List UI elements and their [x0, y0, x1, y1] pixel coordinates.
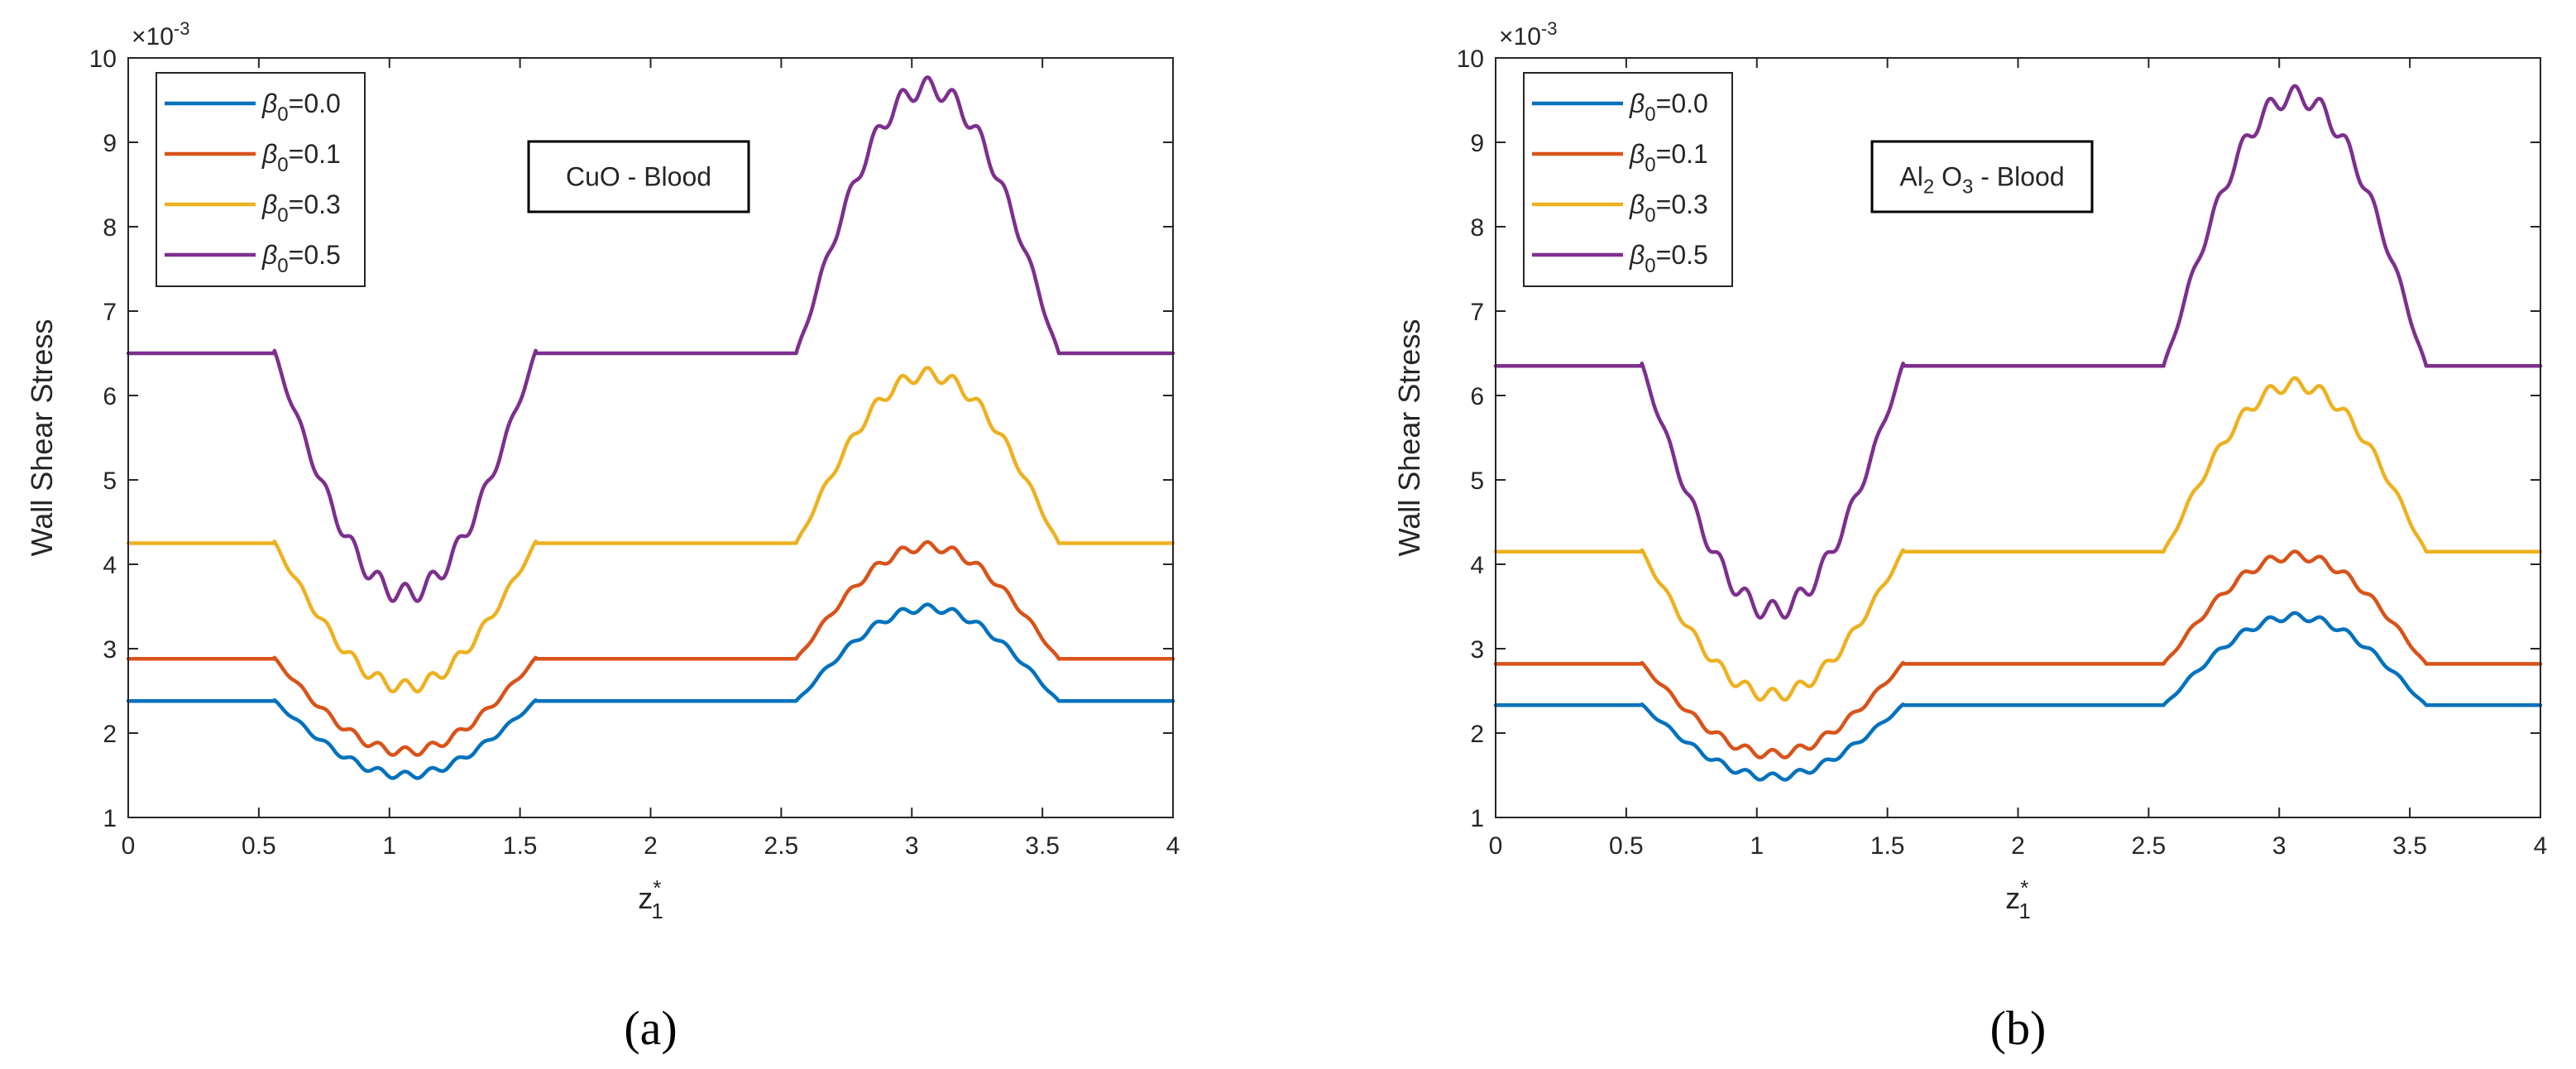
- x-tick-label: 0.5: [1609, 832, 1644, 860]
- series-line-1: [126, 539, 1175, 757]
- legend-label-2: β0=0.3: [261, 189, 341, 227]
- y-tick-label: 2: [1470, 721, 1484, 748]
- legend-label-1: β0=0.1: [1629, 139, 1708, 176]
- y-tick-label: 8: [1470, 214, 1484, 242]
- legend-label-3: β0=0.5: [261, 240, 341, 277]
- x-tick-label: 1: [1750, 832, 1764, 860]
- panel-b: 0 0.5 1 1.5 2 2.5 3 3.5 4 1 2 3 4 5 6 7 8 9 10 ×10-3 Wall …: [1392, 18, 2547, 1055]
- y-exponent-label: ×10-3: [1499, 18, 1557, 50]
- legend: β0=0.0 β0=0.1 β0=0.3 β0=0.5: [1523, 72, 1733, 287]
- legend-label-0: β0=0.0: [1629, 89, 1708, 126]
- axes-box: [1495, 57, 2541, 818]
- legend-box: [156, 72, 366, 287]
- legend: β0=0.0 β0=0.1 β0=0.3 β0=0.5: [156, 72, 366, 287]
- y-exponent-label: ×10-3: [132, 18, 189, 50]
- series-line-0: [1493, 611, 2543, 782]
- y-tick-label: 5: [1470, 467, 1484, 495]
- annotation-box: CuO - Blood: [527, 140, 750, 213]
- x-tick-label: 1: [382, 832, 396, 860]
- series-line-2: [126, 366, 1175, 694]
- x-tick-label: 3.5: [2392, 832, 2427, 860]
- x-tick-label: 2.5: [764, 832, 799, 860]
- x-tick-label: 0: [122, 832, 136, 860]
- y-tick-label: 8: [103, 214, 117, 242]
- y-tick-label: 4: [103, 552, 117, 579]
- annotation-border: [527, 140, 750, 213]
- x-tick-label: 3: [905, 832, 919, 860]
- x-tick-label: 0.5: [242, 832, 276, 860]
- legend-label-2: β0=0.3: [1629, 189, 1708, 227]
- x-tick-label: 3: [2272, 832, 2286, 860]
- legend-label-0: β0=0.0: [261, 89, 341, 126]
- y-tick-label: 7: [103, 299, 117, 326]
- panel-a: 0 0.5 1 1.5 2 2.5 3 3.5 4 1 2 3 4 5 6 7 8 9 10 ×10-3 Wall …: [25, 18, 1180, 1055]
- series-layer: [1493, 84, 2543, 782]
- x-axis-label: z* 1: [2005, 875, 2031, 923]
- x-tick-label: 0: [1489, 832, 1503, 860]
- x-tick-label: 2: [2011, 832, 2025, 860]
- y-tick-label: 10: [89, 46, 117, 73]
- y-tick-label: 1: [1470, 805, 1484, 832]
- ticks-layer: 0 0.5 1 1.5 2 2.5 3 3.5 4 1 2 3 4 5 6 7 8 9 10: [89, 46, 1180, 860]
- series-line-1: [1493, 549, 2543, 760]
- series-line-3: [1493, 84, 2543, 620]
- annotation-border: [1870, 140, 2094, 213]
- y-tick-label: 1: [103, 805, 117, 832]
- y-tick-label: 3: [1470, 636, 1484, 664]
- x-tick-label: 4: [1166, 832, 1180, 860]
- y-tick-label: 7: [1470, 299, 1484, 326]
- annotation-box: Al2 O3 - Blood: [1870, 140, 2094, 213]
- y-tick-label: 3: [103, 636, 117, 664]
- legend-label-3: β0=0.5: [1629, 240, 1708, 277]
- annotation-text: Al2 O3 - Blood: [1899, 162, 2064, 199]
- series-line-3: [126, 75, 1175, 603]
- series-line-2: [1493, 376, 2543, 702]
- annotation-text: CuO - Blood: [566, 162, 711, 192]
- x-tick-label: 3.5: [1025, 832, 1060, 860]
- y-tick-label: 6: [103, 383, 117, 410]
- x-tick-label: 1.5: [1870, 832, 1905, 860]
- legend-label-1: β0=0.1: [261, 139, 341, 176]
- y-axis-label: Wall Shear Stress: [1392, 319, 1426, 557]
- x-axis-label: z* 1: [638, 875, 663, 923]
- y-tick-label: 9: [1470, 130, 1484, 157]
- legend-box: [1523, 72, 1733, 287]
- y-tick-label: 2: [103, 721, 117, 748]
- y-tick-label: 5: [103, 467, 117, 495]
- panel-label: (a): [624, 1001, 677, 1055]
- y-axis-label: Wall Shear Stress: [25, 319, 59, 557]
- series-line-0: [126, 602, 1175, 780]
- x-tick-label: 1.5: [503, 832, 538, 860]
- y-tick-label: 10: [1457, 46, 1484, 73]
- x-tick-label: 4: [2534, 832, 2548, 860]
- y-tick-label: 6: [1470, 383, 1484, 410]
- panel-label: (b): [1990, 1001, 2047, 1055]
- y-tick-label: 4: [1470, 552, 1484, 579]
- series-layer: [126, 75, 1175, 780]
- y-tick-label: 9: [103, 130, 117, 157]
- axes-box: [127, 57, 1174, 818]
- x-tick-label: 2.5: [2132, 832, 2167, 860]
- x-tick-label: 2: [644, 832, 658, 860]
- ticks-layer: 0 0.5 1 1.5 2 2.5 3 3.5 4 1 2 3 4 5 6 7 8 9 10: [1457, 46, 2548, 860]
